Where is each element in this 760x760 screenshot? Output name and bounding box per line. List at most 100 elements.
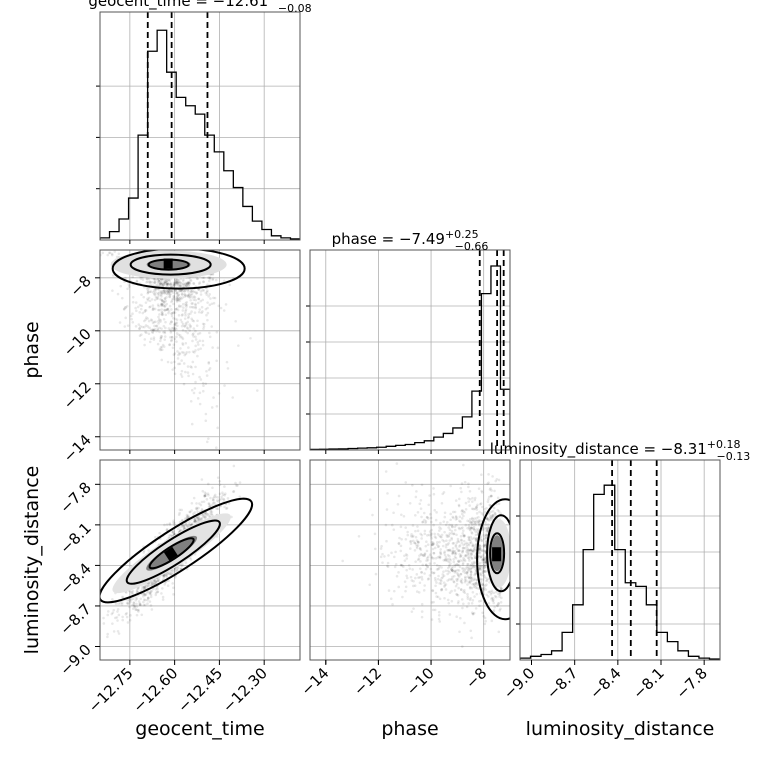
sample-point (178, 297, 182, 301)
sample-point (462, 546, 465, 550)
sample-point (189, 324, 193, 328)
sample-point (154, 288, 158, 291)
sample-point (218, 479, 222, 483)
sample-point (457, 586, 460, 590)
sample-point (154, 324, 158, 328)
sample-point (419, 548, 423, 552)
sample-point (204, 494, 207, 498)
sample-point (187, 295, 190, 298)
sample-point (433, 576, 437, 580)
sample-point (159, 318, 162, 322)
sample-point (180, 350, 184, 354)
sample-point (448, 557, 452, 561)
sample-point (485, 578, 489, 582)
sample-point (492, 599, 495, 602)
sample-point (430, 537, 433, 540)
sample-point (153, 298, 157, 302)
sample-point (385, 564, 389, 568)
sample-point (450, 568, 453, 571)
sample-point (146, 325, 150, 328)
sample-point (171, 368, 175, 371)
sample-point (215, 359, 218, 363)
sample-point (468, 548, 472, 552)
sample-point (482, 588, 486, 592)
sample-point (211, 486, 214, 490)
sample-point (465, 572, 469, 575)
sample-point (194, 520, 197, 523)
sample-point (194, 507, 198, 510)
sample-point (460, 541, 464, 545)
sample-point (152, 277, 156, 281)
sample-point (438, 556, 442, 560)
sample-point (432, 600, 435, 604)
sample-point (225, 507, 228, 510)
sample-point (164, 573, 168, 576)
sample-point (487, 595, 490, 598)
sample-point (160, 310, 164, 314)
sample-point (190, 522, 194, 525)
sample-point (479, 564, 482, 568)
sample-point (402, 514, 406, 518)
sample-point (451, 569, 454, 572)
sample-point (454, 499, 458, 502)
sample-point (406, 530, 409, 534)
sample-point (156, 292, 160, 296)
sample-point (455, 541, 459, 545)
sample-point (184, 314, 187, 317)
sample-point (163, 305, 167, 308)
sample-point (202, 322, 206, 326)
sample-point (169, 534, 173, 537)
sample-point (163, 281, 166, 285)
sample-point (206, 301, 209, 304)
sample-point (167, 572, 170, 575)
sample-point (220, 497, 223, 501)
sample-point (341, 559, 344, 563)
sample-point (371, 513, 374, 517)
sample-point (455, 615, 458, 619)
sample-point (441, 573, 445, 576)
sample-point (183, 290, 186, 293)
sample-point (200, 500, 204, 504)
sample-point (452, 541, 455, 545)
sample-point (472, 522, 476, 526)
sample-point (415, 539, 419, 542)
sample-point (157, 279, 161, 283)
sample-point (478, 571, 482, 575)
sample-point (478, 544, 482, 548)
sample-point (165, 283, 169, 286)
sample-point (210, 406, 214, 409)
sample-point (475, 516, 478, 520)
sample-point (197, 518, 200, 521)
sample-point (469, 521, 472, 525)
sample-point (196, 510, 199, 514)
sample-point (417, 541, 420, 544)
sample-point (499, 601, 503, 604)
sample-point (173, 322, 176, 326)
sample-point (170, 314, 174, 318)
sample-point (383, 555, 386, 558)
sample-point (188, 305, 192, 309)
sample-point (498, 591, 502, 595)
sample-point (438, 526, 441, 529)
sample-point (426, 534, 429, 537)
sample-point (178, 525, 181, 529)
sample-point (114, 616, 117, 620)
sample-point (471, 544, 474, 548)
sample-point (465, 545, 469, 548)
sample-point (463, 534, 466, 538)
sample-point (168, 335, 172, 339)
sample-point (381, 552, 384, 556)
sample-point (410, 532, 413, 536)
sample-point (163, 583, 167, 586)
sample-point (213, 493, 217, 497)
sample-point (188, 292, 191, 296)
sample-point (464, 579, 468, 582)
sample-point (485, 506, 488, 510)
sample-point (186, 282, 189, 285)
sample-point (471, 500, 474, 503)
sample-point (175, 283, 179, 287)
sample-point (181, 313, 184, 316)
sample-point (148, 280, 152, 283)
sample-point (167, 311, 170, 315)
sample-point (476, 503, 479, 507)
